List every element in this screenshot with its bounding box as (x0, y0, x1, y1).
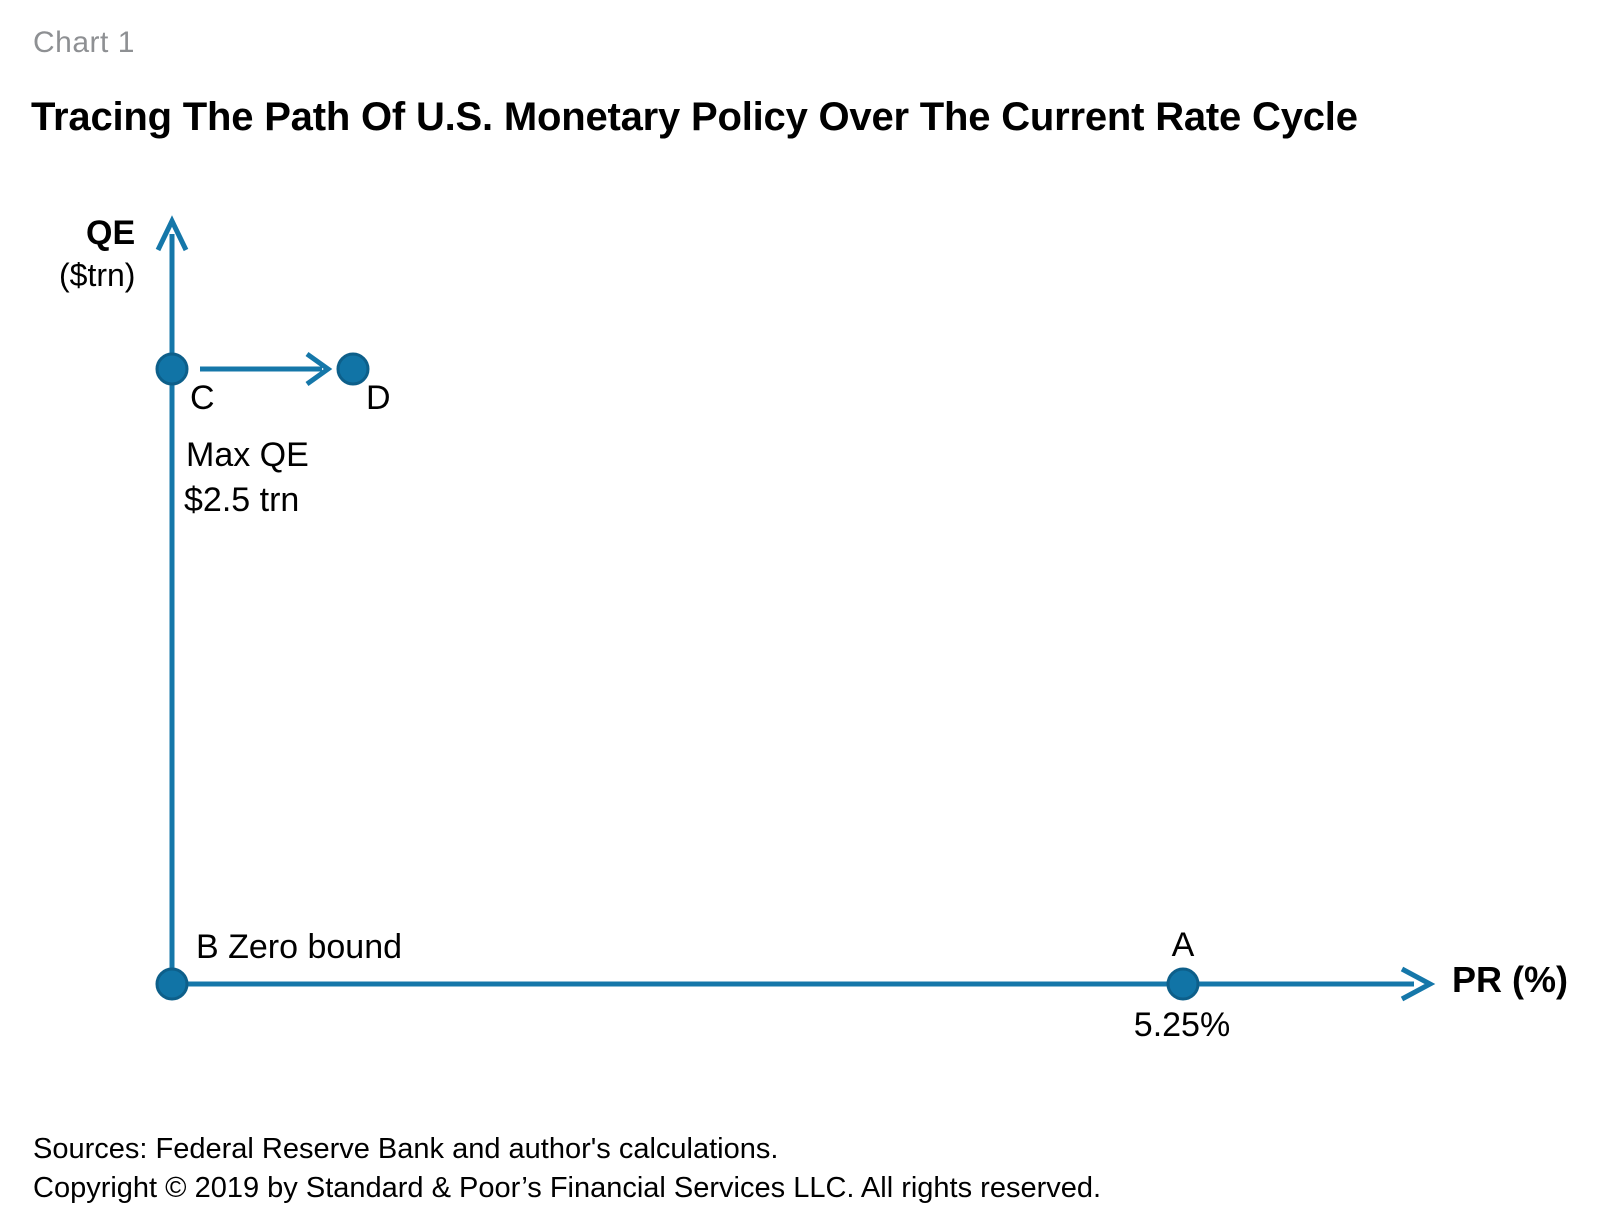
point-c-label: C (190, 379, 215, 417)
copyright-line: Copyright © 2019 by Standard & Poor’s Fi… (33, 1172, 1102, 1204)
y-axis-label: QE (86, 214, 136, 252)
point-a-label: A (1171, 926, 1195, 964)
x-axis-label: PR (%) (1452, 959, 1568, 1000)
footer: Sources: Federal Reserve Bank and author… (33, 1130, 1101, 1208)
chart-title: Tracing The Path Of U.S. Monetary Policy… (31, 95, 1358, 139)
point-b-dot (155, 967, 189, 1001)
max-qe-annotation-line1: Max QE (186, 436, 309, 474)
x-axis-arrowhead-icon (1400, 966, 1436, 1002)
point-d-label: D (366, 379, 391, 417)
y-axis-arrowhead-icon (155, 215, 189, 252)
y-axis-unit-label: ($trn) (59, 257, 136, 293)
point-c-dot (155, 352, 189, 386)
point-a-dot (1166, 967, 1200, 1001)
point-a-value-label: 5.25% (1133, 1006, 1231, 1044)
sources-line: Sources: Federal Reserve Bank and author… (33, 1133, 779, 1165)
max-qe-annotation-line2: $2.5 trn (184, 481, 300, 519)
point-b-zero-bound-label: B Zero bound (196, 928, 403, 966)
point-d-dot (336, 352, 370, 386)
chart-number-kicker: Chart 1 (33, 26, 135, 59)
c-to-d-arrowhead-icon (305, 351, 333, 387)
